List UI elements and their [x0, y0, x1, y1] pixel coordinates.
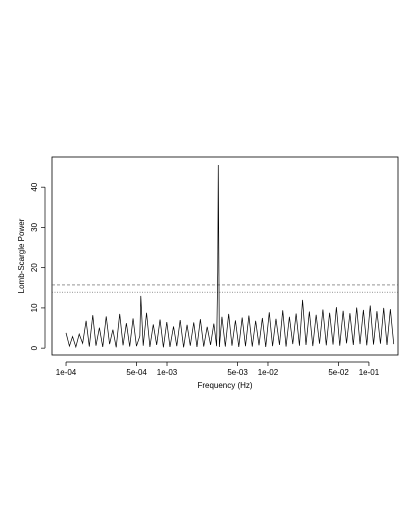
- y-tick-label: 30: [30, 222, 39, 231]
- x-tick-label: 5e-03: [227, 368, 248, 377]
- x-tick-label: 5e-02: [328, 368, 349, 377]
- x-tick-label: 5e-04: [126, 368, 147, 377]
- y-tick-label: 40: [30, 182, 39, 191]
- x-axis-label: Frequency (Hz): [197, 381, 252, 390]
- y-tick-label: 0: [30, 345, 39, 350]
- y-axis-label: Lomb-Scargle Power: [17, 218, 26, 293]
- x-tick-label: 1e-04: [56, 368, 77, 377]
- x-tick-label: 1e-03: [157, 368, 178, 377]
- plot-frame: [51, 156, 399, 356]
- x-tick-label: 1e-02: [258, 368, 279, 377]
- x-tick-label: 1e-01: [359, 368, 380, 377]
- y-tick-label: 20: [30, 263, 39, 272]
- y-tick-label: 10: [30, 303, 39, 312]
- power-line: [65, 165, 395, 349]
